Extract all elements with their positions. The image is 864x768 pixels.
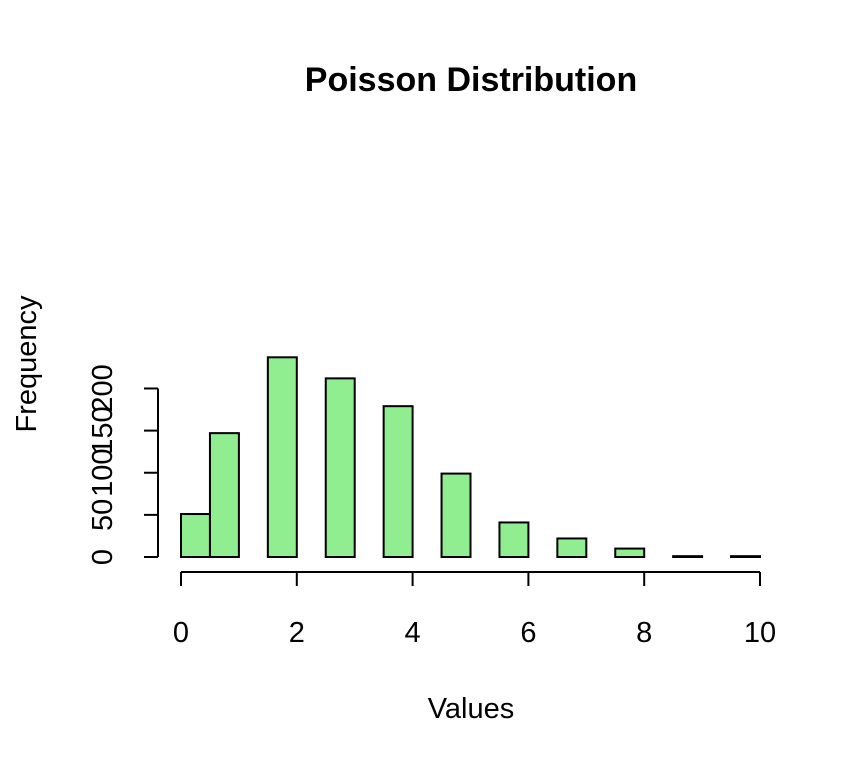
histogram-bar bbox=[730, 555, 761, 559]
histogram-bar bbox=[440, 472, 472, 559]
chart-title: Poisson Distribution bbox=[305, 61, 637, 99]
x-axis: 0 2 4 6 8 10 bbox=[173, 571, 776, 649]
histogram-bar bbox=[208, 432, 240, 558]
y-tick-label: 200 bbox=[87, 364, 119, 412]
x-tick-label: 0 bbox=[173, 617, 189, 649]
histogram-bar bbox=[382, 405, 414, 558]
y-tick-label: 150 bbox=[87, 406, 119, 454]
bars-group bbox=[180, 356, 761, 559]
histogram-bar bbox=[556, 537, 588, 559]
histogram-bar bbox=[180, 513, 211, 559]
histogram-bar bbox=[672, 555, 704, 559]
y-axis-label: Frequency bbox=[11, 295, 43, 433]
x-tick-label: 6 bbox=[520, 617, 536, 649]
x-tick-label: 10 bbox=[744, 617, 776, 649]
x-tick-label: 4 bbox=[405, 617, 421, 649]
histogram-bar bbox=[266, 356, 298, 558]
y-tick-label: 50 bbox=[87, 499, 119, 531]
y-tick-label: 0 bbox=[87, 549, 119, 565]
x-tick-label: 8 bbox=[636, 617, 652, 649]
x-axis-label: Values bbox=[428, 693, 515, 725]
histogram-bar bbox=[614, 547, 646, 558]
x-tick-label: 2 bbox=[289, 617, 305, 649]
histogram-bar bbox=[324, 377, 356, 558]
histogram-bar bbox=[498, 521, 530, 559]
y-tick-label: 100 bbox=[87, 449, 119, 497]
